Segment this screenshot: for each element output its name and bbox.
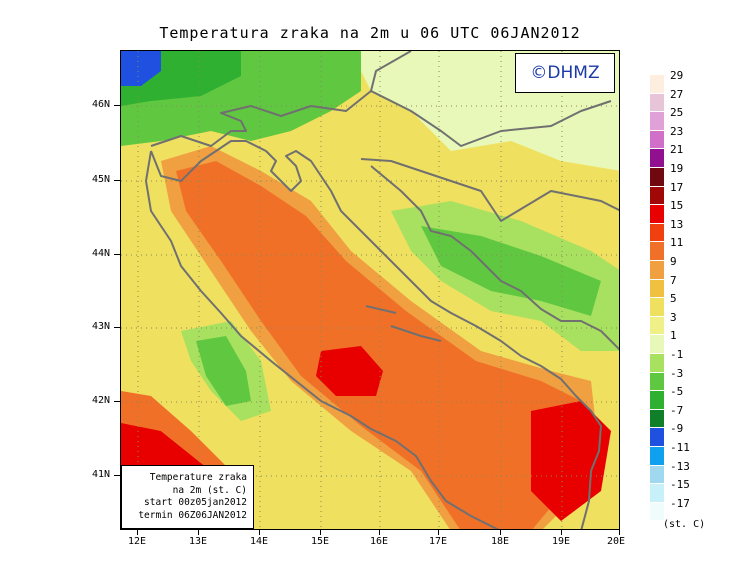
info-line-2: na 2m (st. C) — [172, 484, 247, 496]
legend-label: -5 — [670, 385, 684, 399]
info-line-3: start 00z05jan2012 — [144, 497, 247, 508]
legend-swatch — [650, 279, 664, 298]
legend-unit: (st. C) — [663, 519, 706, 530]
legend-label: 5 — [670, 292, 677, 306]
legend-swatch — [650, 465, 664, 484]
lon-tickmark — [198, 530, 199, 535]
legend-swatch — [650, 112, 664, 130]
temperature-map — [120, 50, 620, 530]
legend-label: 7 — [670, 273, 677, 287]
lon-tick-label: 13E — [188, 536, 208, 547]
field-coldest-alps — [121, 51, 161, 86]
legend-label: 17 — [670, 180, 684, 194]
lon-tick-label: 14E — [249, 536, 269, 547]
lon-tick-label: 18E — [490, 536, 510, 547]
graticule — [121, 51, 619, 529]
map-field — [121, 51, 619, 529]
legend-label: 19 — [670, 162, 684, 175]
copyright-label: ©DHMZ — [515, 53, 615, 93]
legend-swatch — [650, 223, 664, 242]
legend-label: -15 — [670, 478, 690, 492]
coastlines — [145, 51, 619, 529]
legend-label: -13 — [670, 459, 690, 473]
lat-tickmark — [114, 327, 120, 328]
legend-label: 9 — [670, 255, 677, 268]
lat-tick-label: 46N — [92, 99, 111, 110]
lon-tickmark — [320, 530, 321, 535]
legend-label: -11 — [670, 441, 690, 454]
legend-label: -1 — [670, 348, 684, 361]
legend-label: 3 — [670, 310, 677, 324]
legend-label: -9 — [670, 422, 684, 436]
lat-tick-label: 42N — [92, 395, 111, 406]
field-warm-sea — [176, 161, 581, 529]
legend-label: 11 — [670, 236, 684, 250]
legend-swatch — [650, 149, 664, 167]
lat-tickmark — [114, 475, 120, 476]
lon-tickmark — [438, 530, 439, 535]
legend-swatch — [650, 93, 664, 112]
legend-label: 15 — [670, 199, 684, 213]
lat-tickmark — [114, 401, 120, 402]
legend-label: 25 — [670, 106, 684, 120]
lon-tickmark — [561, 530, 562, 535]
field-colder-italy — [196, 336, 251, 406]
lat-tick-label: 41N — [92, 469, 111, 480]
legend-label: -3 — [670, 366, 684, 380]
lat-tickmark — [114, 254, 120, 255]
legend-label: 29 — [670, 69, 684, 82]
lon-tickmark — [619, 530, 620, 535]
legend-swatch — [650, 391, 664, 409]
lat-tickmark — [114, 180, 120, 181]
lon-tick-label: 19E — [551, 536, 571, 547]
legend-label: 23 — [670, 124, 684, 138]
field-hot-spot-1 — [316, 346, 383, 396]
lat-tick-label: 44N — [92, 248, 111, 259]
legend-swatch — [650, 261, 664, 279]
legend-swatch — [650, 354, 664, 372]
lon-tickmark — [137, 530, 138, 535]
legend-label: 1 — [670, 329, 677, 343]
legend-label: 13 — [670, 217, 684, 231]
lat-tick-label: 43N — [92, 321, 111, 332]
map-title: Temperatura zraka na 2m u 06 UTC 06JAN20… — [159, 24, 581, 42]
lon-tick-label: 12E — [127, 536, 147, 547]
field-hot-spot-2 — [531, 401, 611, 521]
legend-swatch — [650, 484, 664, 502]
legend-label: -17 — [670, 496, 690, 510]
legend-swatch — [650, 75, 664, 93]
legend-swatch — [650, 335, 664, 353]
legend-swatch — [650, 168, 664, 186]
lon-tick-label: 15E — [310, 536, 330, 547]
info-box: Temperature zraka na 2m (st. C) start 00… — [121, 465, 254, 529]
lon-tick-label: 17E — [428, 536, 448, 547]
legend-swatch — [650, 502, 664, 521]
lon-tickmark — [259, 530, 260, 535]
legend-swatch — [650, 447, 664, 465]
legend-swatch — [650, 130, 664, 149]
legend-swatch — [650, 372, 664, 391]
legend-swatch — [650, 186, 664, 205]
lat-tickmark — [114, 105, 120, 106]
legend-swatch — [650, 428, 664, 446]
legend-swatch — [650, 205, 664, 223]
legend-swatch — [650, 242, 664, 260]
legend-label: -7 — [670, 403, 684, 417]
legend-swatch — [650, 316, 664, 335]
legend-label: 21 — [670, 143, 684, 157]
lon-tickmark — [379, 530, 380, 535]
lon-tick-label: 16E — [369, 536, 389, 547]
info-line-1: Temperature zraka — [149, 472, 247, 483]
legend-swatch — [650, 409, 664, 428]
info-line-4: termin 06Z06JAN2012 — [138, 509, 247, 521]
lon-tick-label: 20E — [606, 536, 626, 547]
legend-swatch — [650, 298, 664, 316]
lon-tickmark — [500, 530, 501, 535]
legend-label: 27 — [670, 87, 684, 101]
lat-tick-label: 45N — [92, 174, 111, 185]
